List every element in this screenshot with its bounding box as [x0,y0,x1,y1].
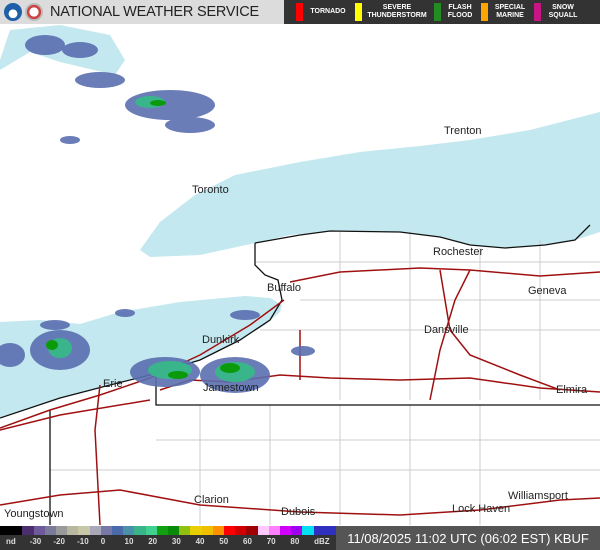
noaa-logo-icon [4,3,22,21]
city-label: Buffalo [267,282,302,294]
city-label: Erie [103,378,123,390]
flash-flood-swatch [434,3,441,21]
site-title: NATIONAL WEATHER SERVICE [50,4,259,20]
legend-flash-flood: FLASH FLOOD [434,3,475,21]
city-label: Williamsport [508,490,568,502]
legend-label: TORNADO [310,8,346,15]
radar-station: KBUF [554,530,589,546]
special-marine-swatch [481,3,488,21]
scale-tick: dBZ [314,537,330,546]
legend-tornado: TORNADO [296,3,349,21]
nws-logo-icon [25,3,43,21]
legend-snow-squall: SNOW SQUALL [534,3,581,21]
tornado-swatch [296,3,303,21]
city-label: Dunkirk [202,334,240,346]
warning-legend: TORNADO SEVERE THUNDERSTORM FLASH FLOOD … [284,0,600,24]
scale-tick: 10 [124,537,134,546]
scale-tick: 70 [266,537,276,546]
legend-special-marine: SPECIAL MARINE [481,3,528,21]
lake-ontario [140,112,600,257]
legend-severe-thunderstorm: SEVERE THUNDERSTORM [355,3,428,21]
city-label: Trenton [444,125,482,137]
scale-tick: 30 [171,537,181,546]
scale-tick: 0 [100,537,106,546]
lake-erie [0,296,282,418]
highways [0,267,600,526]
city-label: Elmira [556,384,588,396]
city-label: Dubois [281,506,316,518]
city-label: Geneva [528,285,567,297]
scale-tick: -10 [77,537,89,546]
city-label: Toronto [192,184,229,196]
scale-tick: 60 [243,537,252,546]
snow-squall-swatch [534,3,541,21]
header-bar: NATIONAL WEATHER SERVICE TORNADO SEVERE … [0,0,600,24]
severe-thunderstorm-swatch [355,3,362,21]
legend-label: FLASH FLOOD [447,4,473,19]
city-label: Clarion [194,494,229,506]
city-label: Youngstown [4,508,64,520]
dbz-color-scale: nd -30 -20 -10 0 10 20 30 40 50 60 70 80 dBZ [0,526,337,550]
radar-echoes [0,35,315,393]
county-lines [50,232,600,525]
color-bar [0,526,337,535]
scale-ticks: nd -30 -20 -10 0 10 20 30 40 50 60 70 80 dBZ [0,537,336,549]
scale-tick: 40 [195,537,205,546]
scale-tick: -30 [29,537,42,546]
scale-tick: 80 [290,537,300,546]
city-label: Rochester [433,246,484,258]
city-label: Jamestown [203,382,259,394]
city-label: Lock Haven [452,503,511,515]
legend-label: SPECIAL MARINE [494,4,526,19]
scale-tick: nd [6,537,16,546]
footer-bar: nd -30 -20 -10 0 10 20 30 40 50 60 70 80 dBZ 11/08/20… [0,526,600,550]
timestamp: 11/08/2025 11:02 UTC (06:02 EST) KBUF [336,526,600,550]
water-bodies [0,25,600,418]
scale-tick: -20 [53,537,65,546]
city-label: Dansville [424,324,469,336]
legend-label: SNOW SQUALL [548,4,578,19]
timestamp-text: 11/08/2025 11:02 UTC (06:02 EST) [347,530,551,546]
scale-tick: 20 [148,537,158,546]
legend-label: SEVERE THUNDERSTORM [367,4,427,19]
scale-tick: 50 [219,537,229,546]
